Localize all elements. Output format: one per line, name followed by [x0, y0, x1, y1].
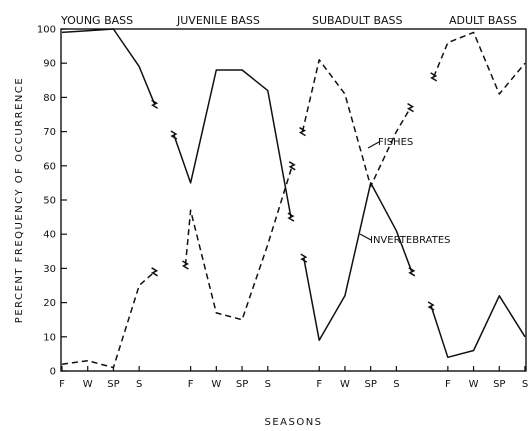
series-line-segment — [61, 28, 156, 105]
y-tick-label: 80 — [43, 93, 56, 104]
axis-break-mark — [181, 260, 190, 270]
stage-label: YOUNG BASS — [60, 14, 133, 27]
axis-break-mark — [288, 161, 296, 171]
plot-frame — [60, 28, 527, 372]
life-stage-labels: YOUNG BASS JUVENILE BASS SUBADULT BASS ADUL… — [60, 14, 517, 27]
axis-break-mark — [287, 212, 295, 222]
series-line-segment — [173, 69, 292, 218]
series-group: FISHES INVERTEBRATES — [61, 28, 526, 369]
x-tick-label: W — [469, 379, 479, 390]
y-tick-label: 40 — [43, 230, 56, 241]
x-tick-label: S — [136, 379, 142, 390]
y-tick-label: 0 — [50, 367, 56, 378]
stage-label: JUVENILE BASS — [176, 14, 260, 27]
axis-break-mark — [430, 72, 438, 82]
axis-break-mark — [406, 103, 415, 113]
axis-break-mark — [408, 267, 416, 277]
y-tick-label: 20 — [43, 298, 56, 309]
series-label-leader — [359, 233, 372, 241]
x-axis-title: SEASONS — [264, 417, 322, 428]
y-tick-label: 10 — [43, 332, 56, 343]
series-invertebrates — [61, 28, 526, 359]
stage-label: SUBADULT BASS — [312, 14, 403, 27]
y-axis: 0 10 20 30 40 50 60 70 80 90 100 — [37, 25, 67, 378]
axis-break-mark — [427, 301, 435, 311]
series-label-leader — [367, 141, 380, 149]
axis-break-mark — [298, 126, 307, 137]
series-label: FISHES — [378, 137, 413, 148]
x-tick-label: S — [522, 379, 528, 390]
series-line-segment — [430, 295, 526, 359]
series-fishes — [61, 31, 526, 369]
axis-break-mark — [151, 267, 159, 277]
series-line-segment — [301, 59, 412, 188]
series-line-segment — [303, 182, 413, 341]
stage-label: ADULT BASS — [449, 14, 517, 27]
y-axis-title: PERCENT FREQUENCY OF OCCURRENCE — [14, 77, 25, 323]
x-tick-label: F — [445, 379, 451, 390]
y-tick-label: 30 — [43, 264, 56, 275]
x-tick-label: SP — [107, 379, 119, 390]
series-line-segment — [184, 165, 293, 321]
x-tick-label: W — [340, 379, 350, 390]
x-tick-label: S — [393, 379, 399, 390]
x-tick-label: F — [316, 379, 322, 390]
series-label: INVERTEBRATES — [370, 235, 450, 246]
x-tick-label: W — [83, 379, 93, 390]
axis-break-mark — [151, 99, 159, 109]
x-tick-label: W — [211, 379, 221, 390]
series-line-segment — [433, 31, 526, 95]
y-tick-label: 90 — [43, 59, 56, 70]
series-line-segment — [61, 271, 156, 369]
y-tick-label: 60 — [43, 161, 56, 172]
axis-break-mark — [170, 130, 178, 140]
x-tick-label: SP — [236, 379, 248, 390]
axis-break-mark — [300, 253, 308, 263]
x-tick-label: F — [59, 379, 65, 390]
x-tick-label: S — [265, 379, 271, 390]
x-tick-label: F — [188, 379, 194, 390]
x-axis: F W SP S F W SP S F W SP S F W SP S — [59, 366, 528, 390]
x-tick-label: SP — [493, 379, 505, 390]
y-tick-label: 70 — [43, 127, 56, 138]
y-tick-label: 100 — [37, 25, 56, 36]
y-tick-label: 50 — [43, 196, 56, 207]
x-tick-label: SP — [364, 379, 376, 390]
